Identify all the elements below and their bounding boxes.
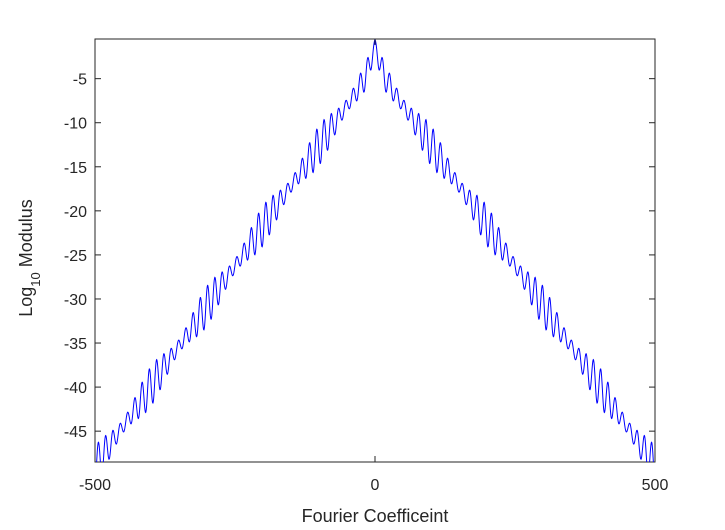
y-tick-label: -40 [64, 380, 87, 397]
y-tick-label: -5 [73, 72, 87, 89]
x-axis-title: Fourier Coefficeint [302, 506, 449, 526]
plot-frame [94, 38, 656, 463]
y-axis-title-rest: Modulus [16, 199, 36, 272]
y-axis: -45 -40 -35 -30 -25 -20 -15 -10 -5 [64, 72, 655, 441]
y-tick-label: -35 [64, 336, 87, 353]
data-series-line [96, 39, 654, 462]
y-tick-label: -45 [64, 424, 87, 441]
x-tick-label: 500 [642, 477, 669, 494]
x-axis: -500 0 500 [79, 39, 668, 494]
y-tick-label: -20 [64, 204, 87, 221]
y-axis-title-main: Log [16, 287, 36, 317]
x-tick-label: 0 [371, 477, 380, 494]
y-tick-label: -10 [64, 116, 87, 133]
y-axis-title: Log10 Modulus [16, 199, 43, 317]
y-tick-label: -25 [64, 248, 87, 265]
y-tick-label: -30 [64, 292, 87, 309]
x-tick-label: -500 [79, 477, 111, 494]
y-tick-label: -15 [64, 160, 87, 177]
plot-area [94, 38, 656, 463]
y-axis-title-subscript: 10 [28, 272, 43, 286]
